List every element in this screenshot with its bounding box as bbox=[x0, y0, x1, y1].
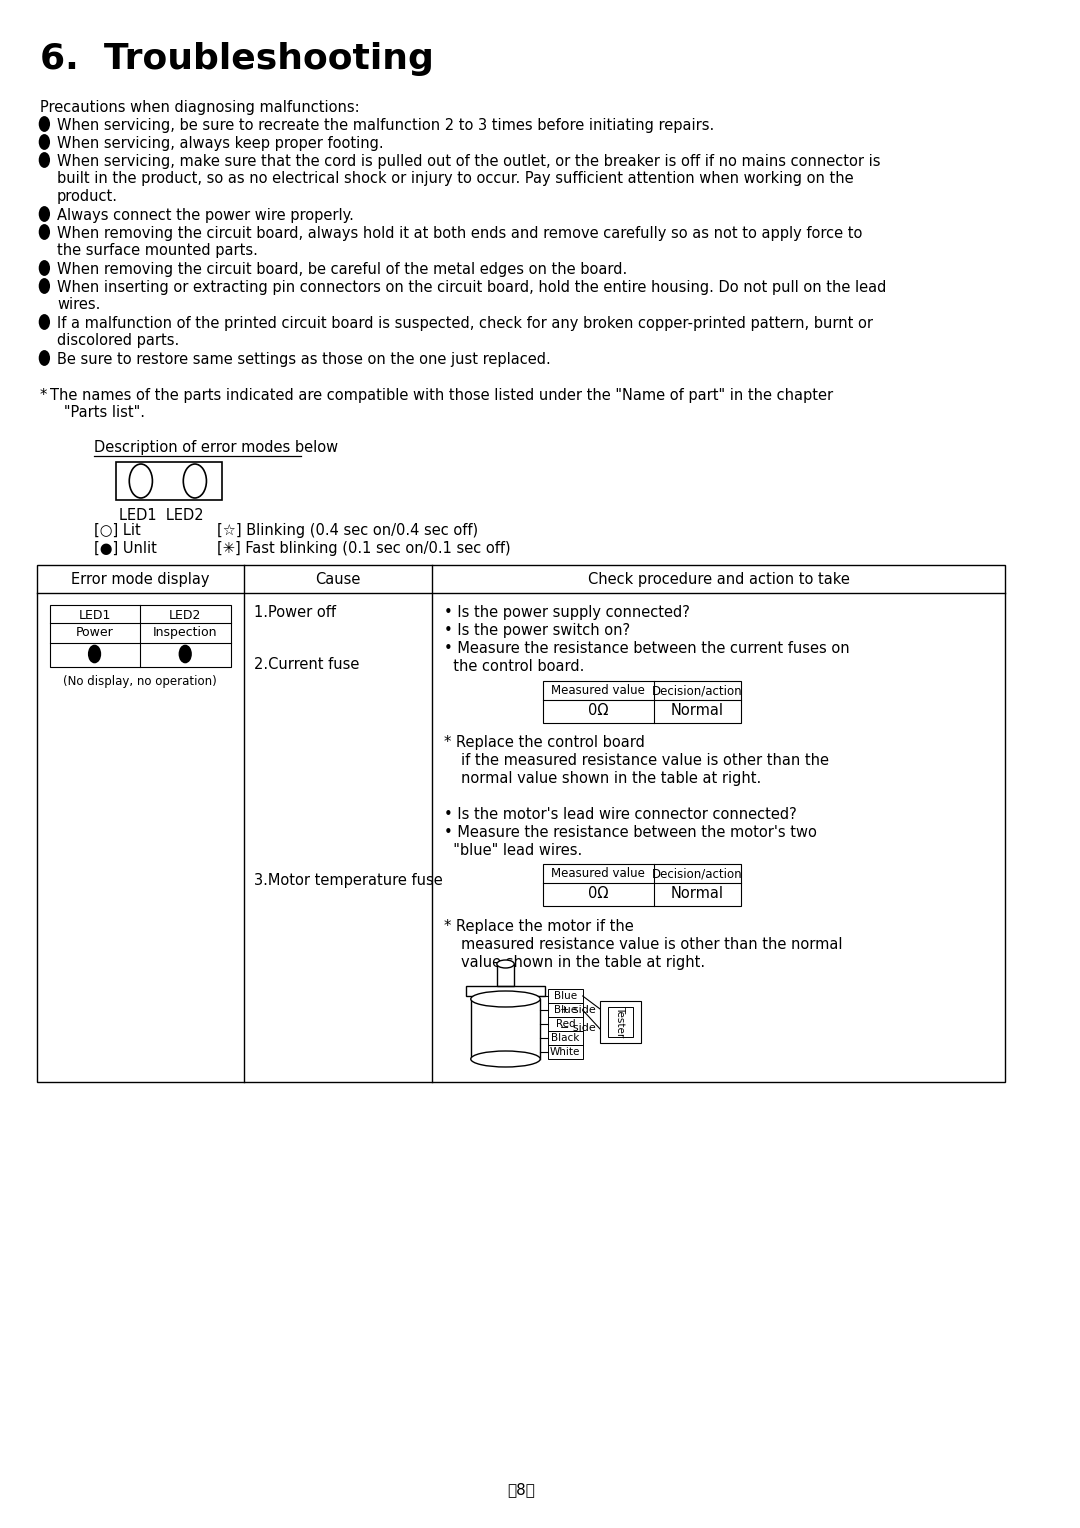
Text: Decision/action: Decision/action bbox=[652, 866, 743, 880]
Text: + side: + side bbox=[561, 1005, 596, 1015]
Text: "blue" lead wires.: "blue" lead wires. bbox=[444, 843, 582, 859]
Ellipse shape bbox=[471, 1051, 540, 1067]
Circle shape bbox=[40, 261, 50, 275]
Text: Be sure to restore same settings as those on the one just replaced.: Be sure to restore same settings as thos… bbox=[57, 351, 551, 367]
Text: Normal: Normal bbox=[671, 703, 724, 718]
Text: value shown in the table at right.: value shown in the table at right. bbox=[461, 955, 705, 970]
Text: When removing the circuit board, be careful of the metal edges on the board.: When removing the circuit board, be care… bbox=[57, 261, 627, 277]
Text: • Measure the resistance between the current fuses on: • Measure the resistance between the cur… bbox=[444, 642, 849, 656]
Text: White: White bbox=[550, 1047, 581, 1057]
Text: When servicing, always keep proper footing.: When servicing, always keep proper footi… bbox=[57, 136, 383, 151]
Bar bbox=[548, 1031, 583, 1045]
Text: 2.Current fuse: 2.Current fuse bbox=[254, 657, 359, 672]
Text: Red: Red bbox=[555, 1019, 576, 1028]
Text: When inserting or extracting pin connectors on the circuit board, hold the entir: When inserting or extracting pin connect… bbox=[57, 280, 887, 312]
Text: The names of the parts indicated are compatible with those listed under the "Nam: The names of the parts indicated are com… bbox=[50, 388, 834, 420]
Text: * Replace the motor if the: * Replace the motor if the bbox=[444, 918, 634, 934]
Text: Measured value: Measured value bbox=[551, 866, 645, 880]
Text: LED2: LED2 bbox=[170, 610, 201, 622]
Text: 1.Power off: 1.Power off bbox=[254, 605, 336, 620]
Text: − side: − side bbox=[561, 1024, 596, 1033]
Text: Error mode display: Error mode display bbox=[70, 571, 210, 587]
Text: Power: Power bbox=[76, 626, 113, 639]
Bar bbox=[116, 461, 221, 500]
Bar bbox=[37, 565, 1005, 1082]
Text: Black: Black bbox=[551, 1033, 580, 1044]
Bar bbox=[497, 964, 514, 986]
Text: If a malfunction of the printed circuit board is suspected, check for any broken: If a malfunction of the printed circuit … bbox=[57, 316, 873, 348]
Text: • Is the power switch on?: • Is the power switch on? bbox=[444, 623, 630, 639]
Text: measured resistance value is other than the normal: measured resistance value is other than … bbox=[461, 937, 842, 952]
Text: *: * bbox=[40, 388, 46, 403]
Text: Inspection: Inspection bbox=[153, 626, 217, 639]
Circle shape bbox=[179, 645, 191, 663]
Text: 0Ω: 0Ω bbox=[588, 703, 608, 718]
Text: When servicing, be sure to recreate the malfunction 2 to 3 times before initiati: When servicing, be sure to recreate the … bbox=[57, 118, 714, 133]
Text: Cause: Cause bbox=[315, 571, 361, 587]
Text: normal value shown in the table at right.: normal value shown in the table at right… bbox=[461, 772, 761, 785]
Bar bbox=[50, 605, 230, 668]
Text: Blue: Blue bbox=[554, 992, 577, 1001]
Circle shape bbox=[40, 351, 50, 365]
Bar bbox=[548, 1045, 583, 1059]
Text: Normal: Normal bbox=[671, 886, 724, 902]
Text: the control board.: the control board. bbox=[444, 659, 584, 674]
Circle shape bbox=[40, 225, 50, 238]
Circle shape bbox=[40, 118, 50, 131]
Text: [☆] Blinking (0.4 sec on/0.4 sec off): [☆] Blinking (0.4 sec on/0.4 sec off) bbox=[217, 523, 478, 538]
Text: When servicing, make sure that the cord is pulled out of the outlet, or the brea: When servicing, make sure that the cord … bbox=[57, 154, 880, 203]
Text: Check procedure and action to take: Check procedure and action to take bbox=[588, 571, 850, 587]
Text: [●] Unlit: [●] Unlit bbox=[94, 541, 157, 556]
Circle shape bbox=[40, 153, 50, 167]
Text: • Is the motor's lead wire connector connected?: • Is the motor's lead wire connector con… bbox=[444, 807, 797, 822]
Text: LED1  LED2: LED1 LED2 bbox=[119, 507, 203, 523]
Text: Tester: Tester bbox=[616, 1007, 625, 1038]
Text: Always connect the power wire properly.: Always connect the power wire properly. bbox=[57, 208, 354, 223]
Bar bbox=[543, 681, 741, 723]
Text: Measured value: Measured value bbox=[551, 685, 645, 697]
Bar bbox=[548, 1002, 583, 1018]
Text: • Is the power supply connected?: • Is the power supply connected? bbox=[444, 605, 690, 620]
Text: 6.  Troubleshooting: 6. Troubleshooting bbox=[40, 41, 433, 76]
Circle shape bbox=[40, 134, 50, 150]
Text: When removing the circuit board, always hold it at both ends and remove carefull: When removing the circuit board, always … bbox=[57, 226, 862, 258]
Bar bbox=[465, 986, 545, 996]
Text: －8－: －8－ bbox=[507, 1482, 535, 1497]
Bar bbox=[543, 863, 741, 906]
Bar bbox=[548, 1018, 583, 1031]
Circle shape bbox=[89, 645, 100, 663]
Text: if the measured resistance value is other than the: if the measured resistance value is othe… bbox=[461, 753, 829, 769]
Circle shape bbox=[40, 280, 50, 293]
Bar bbox=[548, 989, 583, 1002]
Circle shape bbox=[40, 206, 50, 222]
Text: 3.Motor temperature fuse: 3.Motor temperature fuse bbox=[254, 872, 443, 888]
Bar bbox=[600, 1001, 640, 1044]
Text: [○] Lit: [○] Lit bbox=[94, 523, 140, 538]
Circle shape bbox=[40, 315, 50, 329]
Text: Blue: Blue bbox=[554, 1005, 577, 1015]
Bar bbox=[608, 1007, 633, 1038]
Ellipse shape bbox=[471, 992, 540, 1007]
Text: Decision/action: Decision/action bbox=[652, 685, 743, 697]
Text: 0Ω: 0Ω bbox=[588, 886, 608, 902]
Ellipse shape bbox=[497, 960, 514, 969]
Text: Precautions when diagnosing malfunctions:: Precautions when diagnosing malfunctions… bbox=[40, 99, 360, 115]
Text: * Replace the control board: * Replace the control board bbox=[444, 735, 645, 750]
Text: [✳] Fast blinking (0.1 sec on/0.1 sec off): [✳] Fast blinking (0.1 sec on/0.1 sec of… bbox=[217, 541, 511, 556]
Text: Description of error modes below: Description of error modes below bbox=[94, 440, 338, 455]
Text: (No display, no operation): (No display, no operation) bbox=[63, 675, 217, 688]
Text: • Measure the resistance between the motor's two: • Measure the resistance between the mot… bbox=[444, 825, 816, 840]
Text: LED1: LED1 bbox=[79, 610, 111, 622]
